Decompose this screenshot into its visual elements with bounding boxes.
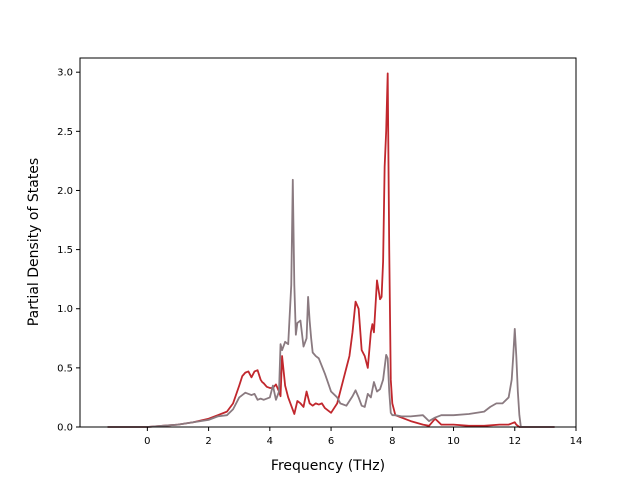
y-tick-label: 0.0 <box>57 423 73 434</box>
x-tick-label: 10 <box>447 436 460 447</box>
y-tick-label: 3.0 <box>57 68 73 79</box>
y-tick-label: 1.5 <box>57 245 73 256</box>
x-tick-label: 14 <box>570 436 583 447</box>
x-tick-label: 6 <box>328 436 334 447</box>
x-tick-label: 12 <box>508 436 521 447</box>
y-axis-ticks: 0.0 0.5 1.0 1.5 2.0 2.5 3.0 <box>57 68 80 434</box>
y-tick-label: 2.5 <box>57 127 73 138</box>
x-tick-label: 0 <box>144 436 150 447</box>
series-line-2 <box>107 178 555 428</box>
plot-frame <box>79 57 577 428</box>
x-axis-ticks: 0 2 4 6 8 10 12 14 <box>144 427 582 447</box>
x-tick-label: 8 <box>389 436 395 447</box>
x-axis-label: Frequency (THz) <box>271 458 385 474</box>
x-tick-label: 2 <box>205 436 211 447</box>
y-tick-label: 2.0 <box>57 186 73 197</box>
y-tick-label: 0.5 <box>57 363 73 374</box>
plot-area <box>80 58 576 427</box>
series-line-1 <box>107 72 555 428</box>
y-tick-label: 1.0 <box>57 304 73 315</box>
series-layer <box>107 72 555 428</box>
x-tick-label: 4 <box>267 436 273 447</box>
y-axis-label: Partial Density of States <box>26 158 42 326</box>
